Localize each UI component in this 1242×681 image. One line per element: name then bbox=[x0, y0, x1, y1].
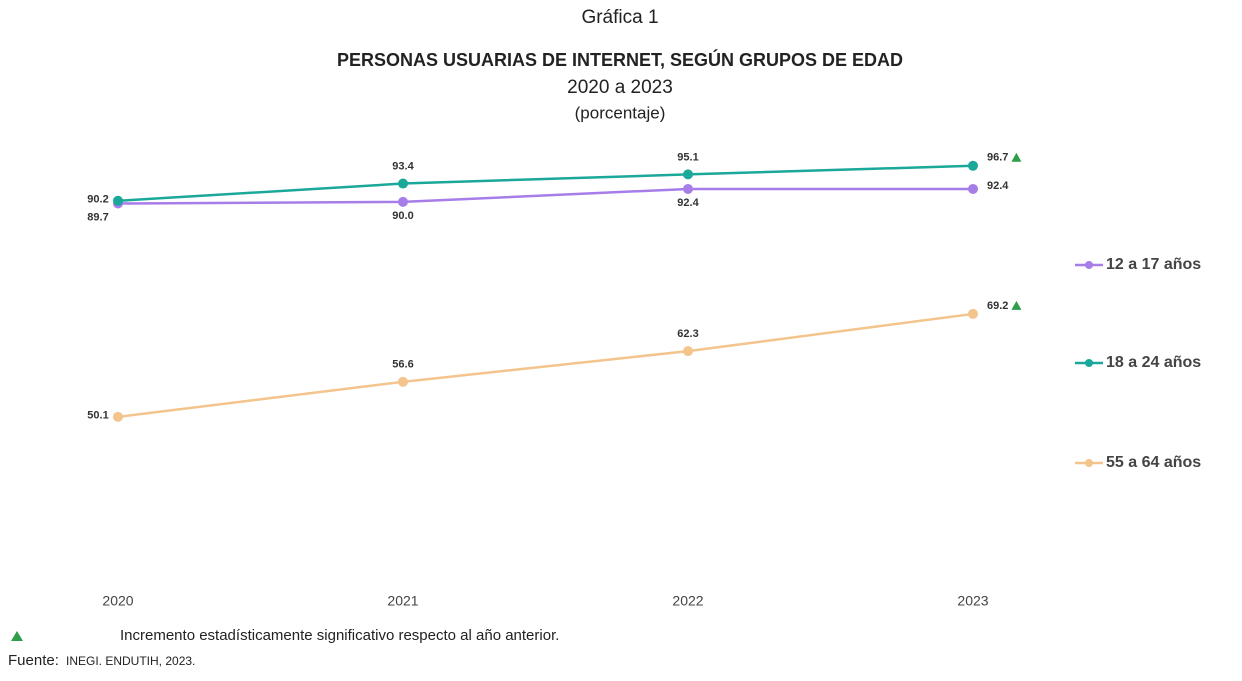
point bbox=[398, 376, 408, 387]
chart-header: Gráfica 1 bbox=[581, 7, 658, 28]
data-label: 50.1 bbox=[87, 410, 108, 422]
point bbox=[398, 178, 408, 189]
significance-marker bbox=[1011, 300, 1022, 310]
footnote: Incremento estadísticamente significativ… bbox=[120, 627, 559, 644]
data-label: 93.4 bbox=[392, 160, 414, 172]
data-label: 90.2 bbox=[87, 194, 108, 206]
data-label: 92.4 bbox=[677, 197, 699, 209]
data-label: 69.2 bbox=[987, 300, 1008, 312]
x-tick-label: 2023 bbox=[957, 593, 988, 609]
chart-title: PERSONAS USUARIAS DE INTERNET, SEGÚN GRU… bbox=[337, 49, 903, 70]
point bbox=[113, 411, 123, 422]
point bbox=[968, 183, 978, 194]
point bbox=[398, 196, 408, 207]
significance-marker bbox=[1011, 152, 1022, 162]
point bbox=[683, 169, 693, 180]
data-label: 95.1 bbox=[677, 151, 698, 163]
point bbox=[968, 308, 978, 319]
point bbox=[113, 195, 123, 206]
data-label: 96.7 bbox=[987, 152, 1008, 164]
legend-label: 55 a 64 años bbox=[1106, 454, 1201, 471]
legend-swatch bbox=[1085, 359, 1093, 367]
data-label: 62.3 bbox=[677, 328, 698, 340]
data-label: 56.6 bbox=[392, 359, 413, 371]
series-line bbox=[117, 312, 974, 419]
x-tick-label: 2022 bbox=[672, 593, 703, 609]
x-tick-label: 2021 bbox=[387, 593, 418, 609]
source-label: Fuente: bbox=[8, 652, 59, 669]
data-label: 92.4 bbox=[987, 180, 1009, 192]
legend-swatch bbox=[1085, 459, 1093, 467]
unit-note: (porcentaje) bbox=[575, 103, 666, 122]
point bbox=[683, 183, 693, 194]
series-line bbox=[117, 187, 973, 205]
legend-label: 12 a 17 años bbox=[1106, 256, 1201, 273]
chart-subtitle: 2020 a 2023 bbox=[567, 77, 673, 98]
data-label: 90.0 bbox=[392, 210, 413, 222]
data-label: 89.7 bbox=[87, 211, 108, 223]
source: INEGI. ENDUTIH, 2023. bbox=[66, 654, 195, 668]
footnote-marker bbox=[11, 631, 23, 641]
point bbox=[683, 346, 693, 357]
legend-swatch bbox=[1085, 261, 1093, 269]
series-line bbox=[117, 164, 974, 203]
x-tick-label: 2020 bbox=[102, 593, 133, 609]
point bbox=[968, 160, 978, 171]
legend-label: 18 a 24 años bbox=[1106, 354, 1201, 371]
